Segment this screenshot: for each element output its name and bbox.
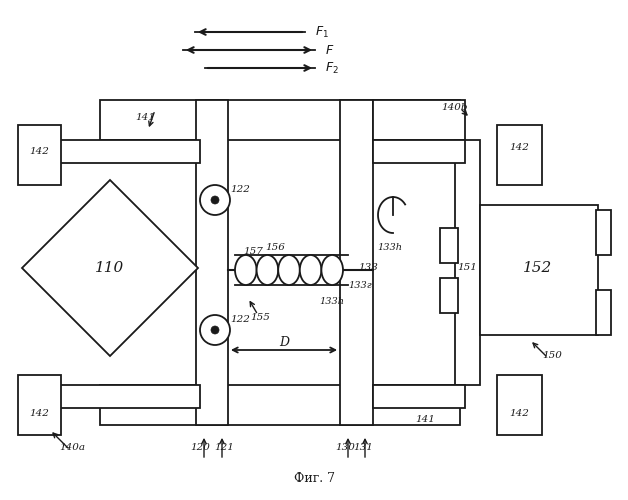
Text: $F_2$: $F_2$ bbox=[325, 60, 338, 76]
Circle shape bbox=[211, 196, 219, 204]
Text: Фиг. 7: Фиг. 7 bbox=[293, 472, 335, 484]
Text: 151: 151 bbox=[457, 264, 477, 272]
Circle shape bbox=[211, 326, 219, 334]
Ellipse shape bbox=[257, 255, 278, 285]
Text: 157: 157 bbox=[243, 248, 263, 256]
Text: 120: 120 bbox=[190, 442, 210, 452]
Text: D: D bbox=[279, 336, 289, 349]
Text: 122: 122 bbox=[230, 316, 250, 324]
Text: 156: 156 bbox=[265, 244, 285, 252]
Bar bbox=[373, 140, 465, 163]
Bar bbox=[596, 290, 611, 335]
Polygon shape bbox=[22, 180, 198, 356]
Ellipse shape bbox=[278, 255, 300, 285]
Text: 133h: 133h bbox=[377, 244, 403, 252]
Text: 133г: 133г bbox=[348, 280, 372, 289]
Bar bbox=[373, 100, 465, 140]
Text: 150: 150 bbox=[542, 350, 562, 360]
Bar bbox=[55, 385, 200, 408]
Text: 130: 130 bbox=[335, 442, 355, 452]
Text: 133: 133 bbox=[358, 264, 378, 272]
Text: 133h: 133h bbox=[320, 298, 345, 306]
Ellipse shape bbox=[322, 255, 343, 285]
Text: 140b: 140b bbox=[441, 104, 468, 112]
Text: 141: 141 bbox=[135, 114, 155, 122]
Bar bbox=[440, 228, 458, 263]
Bar bbox=[18, 375, 61, 435]
Text: $F_1$: $F_1$ bbox=[315, 24, 329, 40]
Text: 122: 122 bbox=[230, 186, 250, 194]
Bar bbox=[455, 140, 480, 385]
Bar bbox=[373, 385, 465, 408]
Ellipse shape bbox=[235, 255, 257, 285]
Text: 110: 110 bbox=[95, 261, 124, 275]
Bar bbox=[340, 100, 373, 425]
Circle shape bbox=[200, 315, 230, 345]
Bar bbox=[497, 125, 542, 185]
Text: $F$: $F$ bbox=[325, 44, 334, 57]
Text: 142: 142 bbox=[509, 408, 529, 418]
Bar bbox=[18, 125, 61, 185]
Bar bbox=[440, 278, 458, 313]
Bar bbox=[480, 205, 598, 335]
Text: 142: 142 bbox=[29, 408, 49, 418]
Text: 142: 142 bbox=[29, 148, 49, 156]
Ellipse shape bbox=[300, 255, 322, 285]
Text: 152: 152 bbox=[523, 261, 553, 275]
Bar bbox=[55, 140, 200, 163]
Bar bbox=[497, 375, 542, 435]
Bar bbox=[196, 100, 228, 425]
Text: 121: 121 bbox=[214, 442, 234, 452]
Text: 140a: 140a bbox=[59, 444, 85, 452]
Bar bbox=[100, 100, 460, 140]
Bar bbox=[100, 385, 460, 425]
Text: 131: 131 bbox=[353, 442, 373, 452]
Text: 142: 142 bbox=[509, 144, 529, 152]
Bar bbox=[596, 210, 611, 255]
Text: 155: 155 bbox=[250, 314, 270, 322]
Circle shape bbox=[200, 185, 230, 215]
Text: 141: 141 bbox=[415, 416, 435, 424]
